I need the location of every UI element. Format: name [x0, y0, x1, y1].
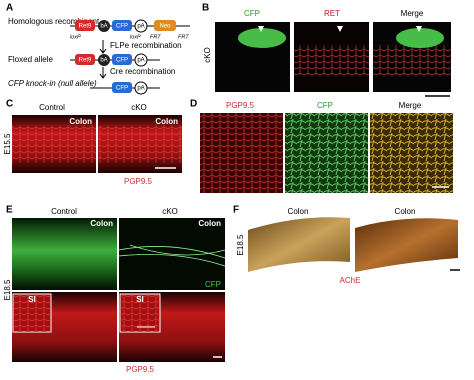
row-label: cKO [203, 47, 212, 63]
micrograph [248, 217, 350, 272]
panel-letter: A [6, 3, 13, 14]
micrograph-signal [200, 113, 283, 193]
element: pA [137, 58, 144, 64]
micrograph-signal [370, 113, 453, 193]
stain-label: PGP9.5 [124, 177, 153, 186]
panel-c: C Control cKO Colon Colon E15.5 PGP9.5 [3, 99, 182, 186]
panel-f: F Colon Colon E18.5 AChE [233, 205, 460, 285]
gene-box [112, 20, 132, 31]
micrograph-signal [98, 125, 182, 163]
panel-d: D PGP9.5 CFP Merge [190, 99, 453, 193]
site: loxP [130, 34, 141, 40]
panel-letter: D [190, 99, 197, 110]
element: bA [100, 24, 107, 30]
micrograph-signal [118, 244, 226, 267]
column-label: cKO [162, 207, 178, 216]
element: CFP [116, 58, 128, 64]
arrowhead [258, 26, 422, 32]
micrograph-signal [373, 45, 451, 75]
column-label: cKO [131, 103, 147, 112]
element: pA [137, 86, 144, 92]
tissue-label: Colon [155, 117, 178, 126]
panel-letter: F [233, 205, 239, 216]
site: FRT [178, 34, 189, 40]
tissue-label: Colon [90, 219, 113, 228]
gene-box [134, 19, 148, 33]
arrow [99, 67, 107, 79]
stain-label: PGP9.5 [126, 365, 155, 374]
stage-label: E18.5 [3, 279, 12, 300]
panel-a: A Homologous recombinant Ret9 bA CFP pA … [6, 3, 190, 95]
column-label: Merge [399, 101, 422, 110]
micrograph [12, 218, 117, 290]
row-title: Homologous recombinant [8, 17, 100, 26]
arrow [99, 40, 107, 54]
row-title: CFP knock-in (null allele) [8, 79, 97, 88]
element: pA [137, 24, 144, 30]
step: Cre recombination [110, 67, 175, 76]
micrograph-signal [12, 125, 96, 163]
element: bA [100, 58, 107, 64]
column-label: CFP [244, 9, 260, 18]
gene-box [134, 53, 148, 67]
inset-signal [120, 294, 160, 332]
gene-box [75, 54, 95, 65]
panel-e: E Control cKO Colon Colon CFP SI SI E18.… [3, 205, 226, 374]
inset-label: SI [28, 295, 36, 304]
stain-label: CFP [205, 280, 221, 289]
micrograph-signal [285, 113, 368, 193]
row-title: Floxed allele [8, 55, 53, 64]
stage-label: E15.5 [3, 133, 12, 154]
element: Ret9 [79, 58, 92, 64]
element: Neo [159, 24, 171, 30]
gene-box [98, 20, 110, 32]
panel-letter: E [6, 205, 13, 216]
column-label: RET [324, 9, 340, 18]
gene-box [134, 81, 148, 95]
micrograph-signal [238, 28, 286, 48]
stage-label: E18.5 [236, 234, 245, 255]
gene-box [154, 20, 176, 31]
step: FLPe recombination [110, 41, 182, 50]
inset-signal [13, 294, 51, 332]
column-label: Control [39, 103, 65, 112]
column-label: PGP9.5 [226, 101, 255, 110]
column-label: CFP [317, 101, 333, 110]
panel-letter: B [202, 3, 209, 14]
column-label: Merge [401, 9, 424, 18]
panel-b: B CFP RET Merge cKO [202, 3, 451, 97]
gene-box [112, 82, 132, 93]
stain-label: AChE [340, 276, 361, 285]
column-label: Colon [288, 207, 309, 216]
column-label: Control [51, 207, 77, 216]
element: Ret9 [79, 24, 92, 30]
tissue-label: Colon [198, 219, 221, 228]
site: FRT [150, 34, 161, 40]
panel-letter: C [6, 99, 13, 110]
tissue-label: Colon [69, 117, 92, 126]
inset-label: SI [136, 295, 144, 304]
gene-box [75, 20, 95, 31]
element: CFP [116, 86, 128, 92]
gene-box [112, 54, 132, 65]
element: CFP [116, 24, 128, 30]
gene-box [98, 54, 110, 66]
micrograph-signal [294, 45, 369, 75]
column-label: Colon [395, 207, 416, 216]
site: loxP [70, 34, 81, 40]
micrograph [355, 218, 458, 272]
micrograph-signal [396, 28, 444, 48]
